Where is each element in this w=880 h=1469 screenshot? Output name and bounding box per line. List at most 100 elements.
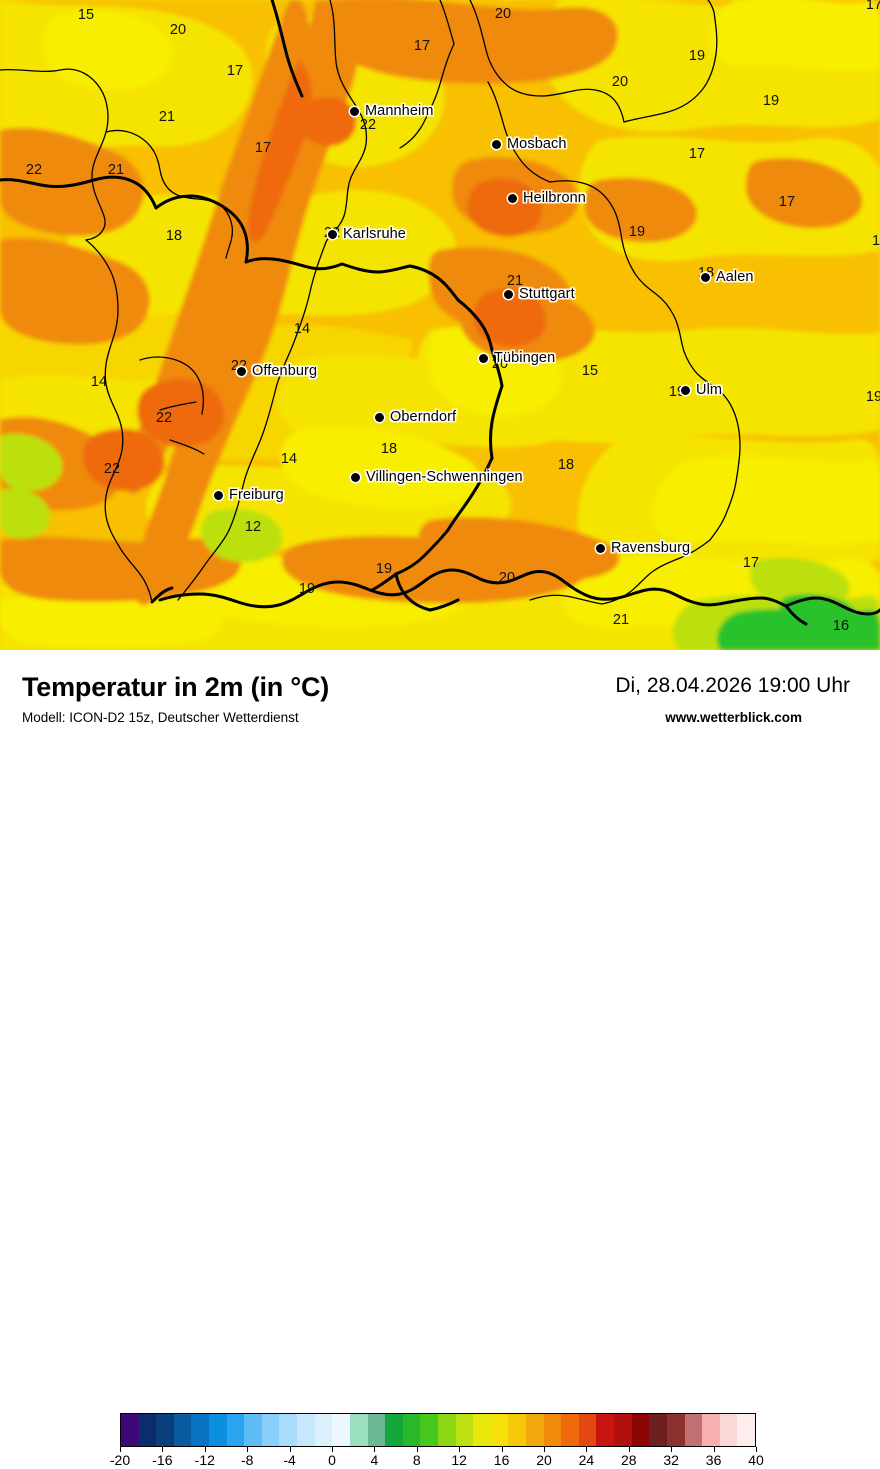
colorbar-swatch: [596, 1414, 615, 1446]
colorbar-tick-label: 16: [493, 1452, 510, 1468]
city-dot-icon: [504, 289, 513, 299]
city-marker[interactable]: Heilbronn: [508, 190, 586, 206]
colorbar-tick-label: 4: [370, 1452, 379, 1468]
city-marker[interactable]: Freiburg: [214, 487, 284, 503]
colorbar-swatch: [121, 1414, 139, 1446]
colorbar-swatch: [578, 1414, 597, 1446]
colorbar-swatch: [702, 1414, 720, 1446]
colorbar-swatch: [437, 1414, 456, 1446]
city-dot-icon: [351, 472, 360, 482]
colorbar-swatches[interactable]: [120, 1413, 756, 1447]
isotherm-label: 20: [611, 73, 629, 90]
colorbar-tick-label: 36: [705, 1452, 722, 1468]
city-dot-icon: [350, 106, 359, 116]
colorbar-swatch: [314, 1414, 333, 1446]
city-marker[interactable]: Ulm: [681, 382, 722, 398]
map-raster-layer: [0, 0, 880, 650]
colorbar-tick-label: -8: [240, 1452, 254, 1468]
city-dot-icon: [375, 412, 384, 422]
isotherm-label: 19: [762, 92, 780, 109]
isotherm-label: 17: [742, 554, 760, 571]
colorbar-swatch: [279, 1414, 298, 1446]
colorbar-swatch: [490, 1414, 509, 1446]
legend-footer: Temperatur in 2m (in °C) Modell: ICON-D2…: [0, 650, 880, 1468]
isotherm-label: 16: [832, 617, 850, 634]
city-label: Ulm: [696, 382, 723, 398]
isotherm-label: 14: [280, 450, 298, 467]
colorbar-swatch: [684, 1414, 703, 1446]
city-marker[interactable]: Ravensburg: [596, 540, 690, 556]
colorbar-tick-label: 40: [748, 1452, 764, 1468]
colorbar-tick-label: 8: [412, 1452, 421, 1468]
temperature-colorbar[interactable]: [120, 1413, 756, 1447]
colorbar-tick-label: -12: [194, 1452, 215, 1468]
city-label: Villingen-Schwenningen: [366, 469, 523, 485]
city-marker[interactable]: Stuttgart: [504, 286, 575, 302]
colorbar-tick-label: 28: [621, 1452, 637, 1468]
colorbar-swatch: [473, 1414, 491, 1446]
city-marker[interactable]: Karlsruhe: [328, 226, 406, 242]
colorbar-swatch: [526, 1414, 544, 1446]
city-dot-icon: [596, 543, 605, 553]
isotherm-label: 14: [293, 320, 311, 337]
isotherm-label: 14: [90, 373, 108, 390]
colorbar-tick-label: 24: [578, 1452, 595, 1468]
colorbar-swatch: [508, 1414, 527, 1446]
city-marker[interactable]: Mosbach: [492, 136, 567, 152]
city-marker[interactable]: Tübingen: [479, 350, 555, 366]
colorbar-swatch: [666, 1414, 685, 1446]
colorbar-swatch: [191, 1414, 210, 1446]
colorbar-swatch: [543, 1414, 562, 1446]
temperature-field: [0, 0, 880, 650]
city-label: Karlsruhe: [343, 226, 406, 242]
colorbar-swatch: [631, 1414, 650, 1446]
city-marker[interactable]: Villingen-Schwenningen: [351, 469, 523, 485]
colorbar-swatch: [138, 1414, 157, 1446]
isotherm-label: 20: [169, 21, 187, 38]
isotherm-label: 1: [871, 232, 880, 249]
city-dot-icon: [681, 385, 690, 395]
city-label: Ravensburg: [611, 540, 691, 556]
colorbar-swatch: [261, 1414, 280, 1446]
city-marker[interactable]: Mannheim: [350, 103, 434, 119]
city-dot-icon: [492, 139, 501, 149]
colorbar-tick-label: 12: [451, 1452, 467, 1468]
isotherm-label: 18: [557, 456, 575, 473]
isotherm-label: 17: [778, 193, 796, 210]
isotherm-label: 19: [865, 388, 880, 405]
colorbar-tick-axis: -20 -16 -12 -8 -4 0 4 8 12 16 20 24 28 32 36 40: [110, 1447, 764, 1469]
colorbar-swatch: [367, 1414, 386, 1446]
isotherm-label: 17: [254, 139, 272, 156]
city-marker[interactable]: Aalen: [701, 269, 754, 285]
city-label: Aalen: [716, 269, 754, 285]
city-label: Tübingen: [494, 350, 556, 366]
city-dot-icon: [237, 366, 246, 376]
isotherm-label: 20: [494, 5, 512, 22]
colorbar-swatch: [614, 1414, 632, 1446]
colorbar-swatch: [561, 1414, 579, 1446]
isotherm-label: 17: [226, 62, 244, 79]
city-marker[interactable]: Oberndorf: [375, 409, 456, 425]
isotherm-label: 15: [77, 6, 95, 23]
city-label: Oberndorf: [390, 409, 457, 425]
city-marker[interactable]: Offenburg: [237, 363, 317, 379]
isotherm-label: 18: [165, 227, 183, 244]
isotherm-label: 12: [244, 518, 262, 535]
city-label: Offenburg: [252, 363, 318, 379]
temperature-map[interactable]: 15 20 17 21 17 22 21 18 14 22 22 14 22 14 12 22 17 20 20 19…: [0, 0, 880, 650]
city-label: Mosbach: [507, 136, 567, 152]
isotherm-label: 18: [380, 440, 398, 457]
colorbar-swatch: [737, 1414, 755, 1446]
colorbar-tick-label: -4: [283, 1452, 296, 1468]
colorbar-swatch: [719, 1414, 738, 1446]
isotherm-label: 17: [688, 145, 706, 162]
city-dot-icon: [214, 490, 223, 500]
isotherm-label: 22: [155, 409, 173, 426]
isotherm-label: 20: [498, 569, 516, 586]
colorbar-swatch: [226, 1414, 245, 1446]
colorbar-tick-label: 20: [536, 1452, 552, 1468]
isotherm-label: 22: [25, 161, 43, 178]
isotherm-label: 19: [628, 223, 646, 240]
colorbar-tick-label: 32: [663, 1452, 679, 1468]
